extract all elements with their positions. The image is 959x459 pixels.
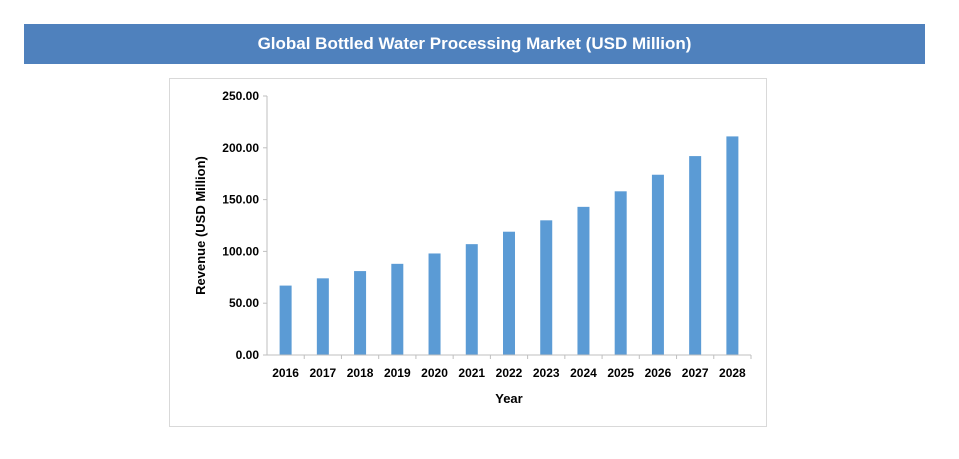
x-axis-label: Year — [495, 391, 522, 406]
bar-2022 — [503, 231, 515, 355]
bar-2027 — [689, 156, 702, 355]
bar-2017 — [316, 278, 329, 355]
bar-2020 — [428, 253, 441, 355]
chart-title: Global Bottled Water Processing Market (… — [257, 34, 692, 53]
y-tick-label: 0.00 — [236, 348, 260, 362]
bar-2024 — [577, 206, 590, 355]
x-tick-label-2016: 2016 — [272, 366, 299, 380]
x-tick-label-2023: 2023 — [533, 366, 560, 380]
x-tick-label-2018: 2018 — [347, 366, 374, 380]
y-tick-label: 200.00 — [222, 141, 259, 155]
bar-2025 — [614, 191, 627, 355]
bars — [279, 136, 739, 355]
x-tick-label-2017: 2017 — [309, 366, 336, 380]
bar-2018 — [354, 271, 367, 355]
x-tick-label-2020: 2020 — [421, 366, 448, 380]
x-tick-label-2019: 2019 — [384, 366, 411, 380]
y-axis-label: Revenue (USD Million) — [193, 156, 208, 295]
y-tick-label: 250.00 — [222, 89, 259, 103]
x-tick-label-2024: 2024 — [570, 366, 597, 380]
x-tick-label-2022: 2022 — [496, 366, 523, 380]
x-tick-label-2025: 2025 — [607, 366, 634, 380]
bar-2023 — [540, 220, 553, 355]
bar-2019 — [391, 263, 404, 355]
bar-2021 — [465, 244, 478, 355]
x-tick-label-2027: 2027 — [682, 366, 709, 380]
x-tick-label-2028: 2028 — [719, 366, 746, 380]
bar-2016 — [279, 285, 292, 355]
y-axis-ticks: 0.00 50.00 100.00 150.00 200.00 250.00 — [222, 89, 267, 362]
bar-2028 — [726, 136, 739, 355]
chart-title-banner: Global Bottled Water Processing Market (… — [24, 24, 925, 64]
y-tick-label: 100.00 — [222, 244, 259, 258]
y-tick-label: 150.00 — [222, 193, 259, 207]
y-tick-label: 50.00 — [229, 296, 259, 310]
x-tick-label-2021: 2021 — [458, 366, 485, 380]
bar-2026 — [651, 174, 664, 355]
x-tick-label-2026: 2026 — [645, 366, 672, 380]
x-axis-ticks: 2016 2017 2018 2019 2020 2021 2022 2023 2024 2025… — [272, 355, 752, 380]
